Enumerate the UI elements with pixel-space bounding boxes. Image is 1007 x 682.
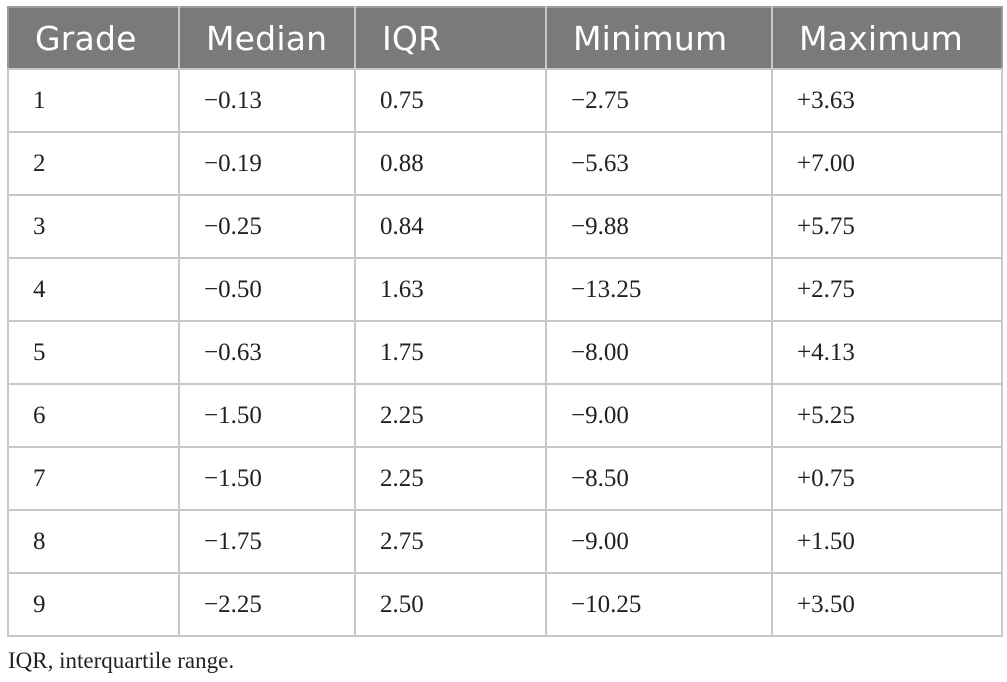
cell-maximum: +7.00 <box>771 131 1003 196</box>
cell-minimum: −9.88 <box>545 194 773 259</box>
cell-iqr: 1.75 <box>354 320 547 385</box>
cell-grade: 6 <box>7 383 180 448</box>
table-row: 8 −1.75 2.75 −9.00 +1.50 <box>7 509 1003 574</box>
cell-minimum: −10.25 <box>545 572 773 637</box>
grade-statistics-table: Grade Median IQR Minimum Maximum 1 −0.13… <box>7 6 1003 637</box>
cell-maximum: +1.50 <box>771 509 1003 574</box>
column-header-grade: Grade <box>7 6 180 70</box>
table-row: 1 −0.13 0.75 −2.75 +3.63 <box>7 68 1003 133</box>
cell-minimum: −5.63 <box>545 131 773 196</box>
cell-median: −2.25 <box>178 572 356 637</box>
cell-minimum: −9.00 <box>545 509 773 574</box>
cell-minimum: −13.25 <box>545 257 773 322</box>
cell-median: −0.13 <box>178 68 356 133</box>
cell-grade: 7 <box>7 446 180 511</box>
cell-iqr: 2.25 <box>354 446 547 511</box>
statistics-table-container: Grade Median IQR Minimum Maximum 1 −0.13… <box>7 6 1003 637</box>
table-footnote: IQR, interquartile range. <box>8 648 235 673</box>
table-row: 2 −0.19 0.88 −5.63 +7.00 <box>7 131 1003 196</box>
cell-maximum: +2.75 <box>771 257 1003 322</box>
table-row: 5 −0.63 1.75 −8.00 +4.13 <box>7 320 1003 385</box>
cell-grade: 4 <box>7 257 180 322</box>
table-row: 4 −0.50 1.63 −13.25 +2.75 <box>7 257 1003 322</box>
cell-median: −1.50 <box>178 446 356 511</box>
cell-median: −1.50 <box>178 383 356 448</box>
table-row: 9 −2.25 2.50 −10.25 +3.50 <box>7 572 1003 637</box>
cell-median: −0.63 <box>178 320 356 385</box>
cell-grade: 2 <box>7 131 180 196</box>
table-body: 1 −0.13 0.75 −2.75 +3.63 2 −0.19 0.88 −5… <box>7 68 1003 637</box>
table-header: Grade Median IQR Minimum Maximum <box>7 6 1003 70</box>
cell-median: −0.50 <box>178 257 356 322</box>
cell-grade: 9 <box>7 572 180 637</box>
cell-maximum: +5.75 <box>771 194 1003 259</box>
cell-median: −1.75 <box>178 509 356 574</box>
cell-iqr: 1.63 <box>354 257 547 322</box>
cell-minimum: −9.00 <box>545 383 773 448</box>
table-row: 3 −0.25 0.84 −9.88 +5.75 <box>7 194 1003 259</box>
cell-maximum: +3.50 <box>771 572 1003 637</box>
column-header-median: Median <box>178 6 356 70</box>
cell-iqr: 0.75 <box>354 68 547 133</box>
cell-maximum: +0.75 <box>771 446 1003 511</box>
cell-maximum: +4.13 <box>771 320 1003 385</box>
cell-median: −0.25 <box>178 194 356 259</box>
cell-minimum: −8.00 <box>545 320 773 385</box>
table-row: 6 −1.50 2.25 −9.00 +5.25 <box>7 383 1003 448</box>
table-row: 7 −1.50 2.25 −8.50 +0.75 <box>7 446 1003 511</box>
cell-iqr: 0.88 <box>354 131 547 196</box>
cell-iqr: 0.84 <box>354 194 547 259</box>
cell-iqr: 2.50 <box>354 572 547 637</box>
column-header-maximum: Maximum <box>771 6 1003 70</box>
header-row: Grade Median IQR Minimum Maximum <box>7 6 1003 70</box>
column-header-minimum: Minimum <box>545 6 773 70</box>
cell-minimum: −2.75 <box>545 68 773 133</box>
cell-iqr: 2.25 <box>354 383 547 448</box>
cell-grade: 5 <box>7 320 180 385</box>
cell-grade: 8 <box>7 509 180 574</box>
cell-median: −0.19 <box>178 131 356 196</box>
cell-minimum: −8.50 <box>545 446 773 511</box>
cell-maximum: +5.25 <box>771 383 1003 448</box>
cell-grade: 3 <box>7 194 180 259</box>
column-header-iqr: IQR <box>354 6 547 70</box>
cell-maximum: +3.63 <box>771 68 1003 133</box>
cell-iqr: 2.75 <box>354 509 547 574</box>
cell-grade: 1 <box>7 68 180 133</box>
